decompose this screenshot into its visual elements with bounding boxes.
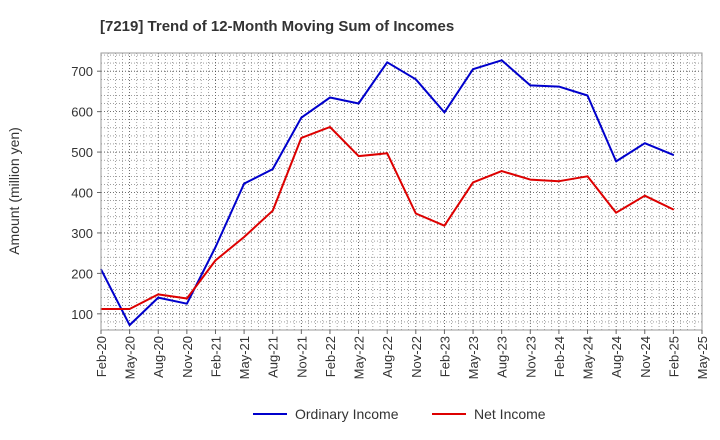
data-point [386,61,388,64]
y-tick-label: 400 [71,186,93,201]
x-tick-label: May-20 [123,336,138,379]
data-point [243,182,245,185]
data-point [128,324,131,326]
data-point [643,142,646,144]
data-point [157,296,160,299]
legend-label-ordinary-income: Ordinary Income [295,406,399,422]
data-point [529,84,532,87]
x-tick-label: Nov-21 [294,336,309,378]
y-tick-label: 500 [71,145,93,160]
x-tick-label: Aug-24 [609,336,624,378]
data-point [300,137,303,139]
y-tick-label: 100 [71,307,93,322]
data-point [558,180,560,182]
x-tick-label: Nov-23 [523,336,538,378]
data-point [415,212,417,215]
x-tick-label: Aug-23 [495,336,510,378]
data-point [672,154,675,156]
x-tick-label: May-21 [237,336,252,379]
data-point [214,246,217,248]
data-point [558,85,560,88]
x-tick-label: Feb-20 [94,336,109,377]
data-point [157,293,160,296]
series-ordinary-income [100,59,675,327]
data-point [586,175,589,178]
data-point [472,181,474,184]
y-tick-label: 700 [71,64,93,79]
x-tick-label: Nov-20 [180,336,195,378]
y-tick-label: 300 [71,226,93,241]
data-point [243,236,245,238]
data-point [643,194,646,197]
x-tick-label: May-24 [581,336,596,379]
data-point [300,116,303,119]
data-point [214,259,217,262]
data-point [329,96,331,99]
series-layer [100,59,675,327]
x-tick-label: Feb-25 [666,336,681,377]
data-point [443,224,446,227]
data-point [615,160,617,163]
x-tick-label: May-23 [466,336,481,379]
x-tick-label: Feb-22 [323,336,338,377]
y-ticks: 100 200 300 400 500 600 700 [71,64,101,322]
data-point [357,102,360,105]
data-point [615,211,617,214]
x-tick-label: Aug-21 [266,336,281,378]
x-tick-label: Aug-22 [380,336,395,378]
y-axis-label: Amount (million yen) [6,127,22,255]
data-point [357,155,360,157]
x-tick-label: Feb-24 [552,336,567,377]
chart-title: [7219] Trend of 12-Month Moving Sum of I… [100,18,454,35]
x-tick-label: Feb-23 [437,336,452,377]
series-net-income [100,126,675,310]
grid [101,53,702,330]
plot-frame [100,52,703,331]
x-tick-label: May-22 [352,336,367,379]
x-tick-label: Nov-24 [638,336,653,378]
data-point [386,152,388,155]
data-point [586,94,589,97]
y-tick-label: 600 [71,105,93,120]
data-point [128,308,131,310]
x-ticks: Feb-20 May-20 Aug-20 Nov-20 Feb-21 May-21 Aug-… [94,330,710,379]
data-point [529,178,532,181]
data-point [500,170,503,172]
data-point [415,78,417,81]
data-point [186,302,188,305]
legend-label-net-income: Net Income [474,406,546,422]
data-point [271,168,274,170]
x-tick-label: May-25 [695,336,710,379]
data-point [443,111,446,114]
data-point [672,208,675,211]
x-tick-label: Feb-21 [208,336,223,377]
x-tick-label: Nov-22 [409,336,424,378]
data-point [472,68,474,70]
data-point [500,59,503,62]
data-point [186,297,188,300]
y-tick-label: 200 [71,266,93,281]
x-tick-label: Aug-20 [151,336,166,378]
data-point [271,209,274,212]
data-point [329,126,331,128]
legend: Ordinary Income Net Income [253,406,546,422]
